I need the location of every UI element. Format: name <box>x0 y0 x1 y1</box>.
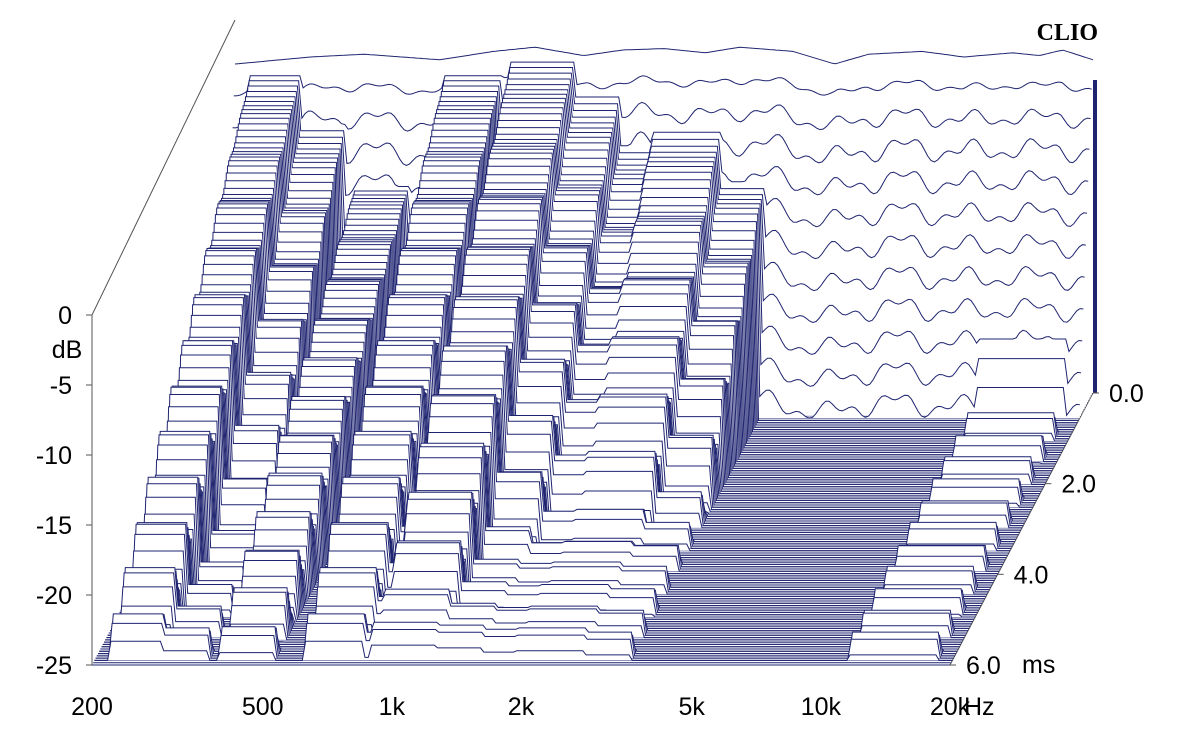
decay-slice-trace <box>206 189 1065 449</box>
z-tick-label: 6.0 <box>966 652 1001 680</box>
decay-slice-trace <box>94 640 953 661</box>
x-tick-label: 5k <box>679 693 706 721</box>
decay-slice-trace <box>107 572 966 636</box>
x-tick-label: 200 <box>71 693 113 721</box>
decay-slice-trace <box>185 274 1044 488</box>
decay-slice-trace <box>207 182 1066 447</box>
decay-slice-trace <box>202 196 1061 456</box>
decay-slice-trace <box>215 142 1074 431</box>
decay-slice-trace <box>230 78 1089 197</box>
decay-slice-trace <box>201 198 1060 458</box>
y-tick-label: -15 <box>36 512 72 540</box>
decay-slice-trace <box>213 148 1072 435</box>
decay-slice-trace <box>205 193 1063 451</box>
decay-slice-trace <box>178 294 1037 501</box>
decay-slice-trace <box>211 158 1069 440</box>
decay-slice-trace <box>162 367 1021 531</box>
decay-slice-trace <box>142 434 1001 570</box>
decay-slice-trace <box>198 210 1057 463</box>
decay-slice-trace <box>152 406 1011 552</box>
x-tick-label: 20k <box>930 693 971 721</box>
decay-slice-trace <box>186 263 1045 485</box>
decay-slice-trace <box>153 394 1012 549</box>
decay-slice-trace <box>228 84 1088 228</box>
y-tick-label: -5 <box>50 372 72 400</box>
decay-slice-trace <box>130 483 989 593</box>
y-axis-label: dB <box>52 336 83 364</box>
decay-slice-trace <box>234 46 1094 65</box>
decay-slice-trace <box>225 97 1084 324</box>
decay-slice-trace <box>220 120 1079 421</box>
decay-slice-trace <box>232 67 1091 132</box>
x-tick-label: 1k <box>379 693 406 721</box>
x-tick-label: 10k <box>801 693 842 721</box>
decay-slice-trace <box>177 297 1036 504</box>
brand-logo: CLIO <box>1037 20 1098 46</box>
decay-slice-trace <box>131 476 990 591</box>
decay-slice-trace <box>188 254 1047 483</box>
decay-slice-trace <box>231 72 1090 166</box>
decay-slice-trace <box>154 386 1013 547</box>
decay-slice-trace <box>224 102 1083 356</box>
z-tick-label: 4.0 <box>1014 561 1049 589</box>
decay-slice-trace <box>176 304 1035 506</box>
y-tick-label: -10 <box>36 442 72 470</box>
z-tick-label: 2.0 <box>1061 471 1096 499</box>
y-tick-label: 0 <box>58 302 72 330</box>
decay-slice-trace <box>106 586 965 639</box>
decay-slice-trace <box>96 613 955 657</box>
decay-slice-trace <box>184 284 1043 490</box>
decay-slice-trace <box>190 246 1049 479</box>
z-axis-label: ms <box>1022 651 1055 679</box>
decay-slice-trace <box>129 496 988 595</box>
decay-slice-trace <box>118 533 977 616</box>
decay-slice-trace <box>164 354 1023 529</box>
decay-slice-trace <box>119 523 978 613</box>
axis-ticks: 0 -5 -10 -15 -20 -25 200 500 1k 2k 5k 10k 20k 0.0 2.0 4… <box>36 302 1144 721</box>
z-tick-label: 0.0 <box>1109 380 1144 408</box>
y-tick-label: -25 <box>36 652 72 680</box>
decay-slice-trace <box>222 107 1082 388</box>
x-tick-label: 500 <box>242 693 284 721</box>
decay-slice-trace <box>174 314 1033 508</box>
decay-slice-trace <box>95 622 954 659</box>
x-axis-label: Hz <box>964 693 995 721</box>
decay-slice-trace <box>197 219 1056 465</box>
decay-slice-trace <box>226 93 1085 292</box>
frame-edge-left <box>91 19 236 316</box>
decay-slice-trace <box>166 340 1025 524</box>
decay-slice-trace <box>219 127 1078 424</box>
decay-slice-trace <box>208 174 1067 444</box>
decay-slice-trace <box>108 567 967 634</box>
decay-slice-trace <box>214 145 1073 433</box>
decay-slice-trace <box>165 344 1024 527</box>
decay-slice-trace <box>189 248 1048 481</box>
decay-slice-trace <box>195 238 1054 469</box>
y-tick-label: -20 <box>36 582 72 610</box>
decay-slice-trace <box>196 229 1055 467</box>
decay-slice-trace <box>200 203 1059 460</box>
decay-slice-trace <box>221 113 1080 419</box>
decay-slice-trace <box>233 61 1092 97</box>
x-tick-label: 2k <box>508 693 535 721</box>
decay-slice-trace <box>217 139 1075 428</box>
decay-slice-trace <box>218 133 1077 426</box>
decay-slice-trace <box>209 165 1068 442</box>
decay-slice-trace <box>212 152 1071 437</box>
back-edge-bar <box>1091 80 1097 393</box>
decay-slice-trace <box>227 89 1086 260</box>
decay-slice-trace <box>173 326 1032 511</box>
decay-slices <box>94 46 1094 661</box>
decay-slice-trace <box>141 444 1000 572</box>
